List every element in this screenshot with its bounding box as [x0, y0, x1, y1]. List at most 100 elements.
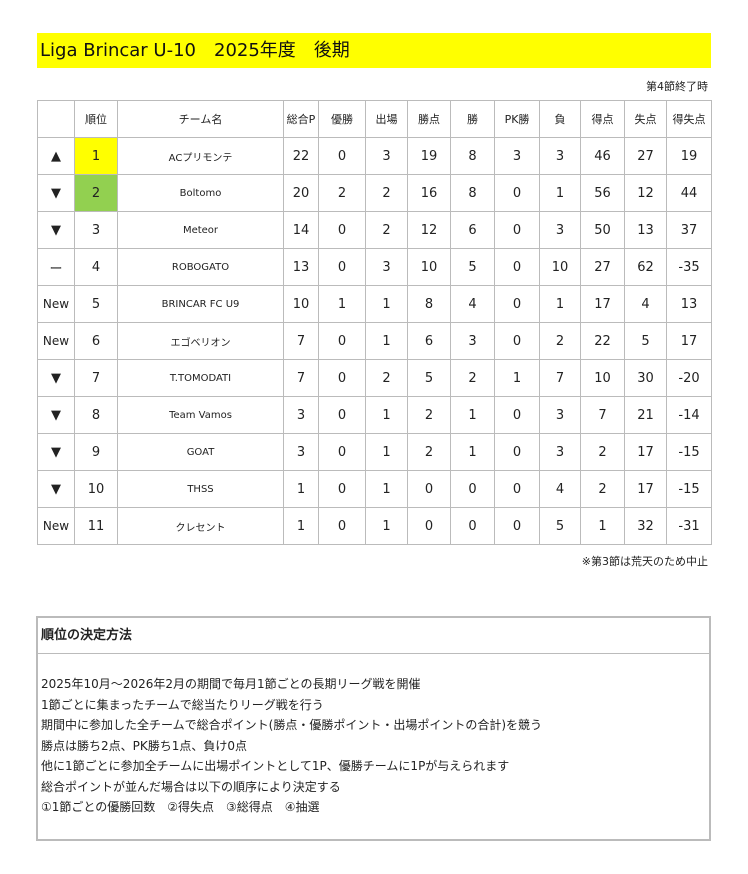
- cell-match-points: 12: [407, 211, 451, 249]
- cell-match-points: 0: [407, 507, 451, 545]
- cell-match-points: 5: [407, 359, 451, 397]
- cell-championships: 0: [318, 396, 366, 434]
- cell-match-points: 16: [407, 174, 451, 212]
- cell-losses: 1: [539, 174, 581, 212]
- trend-down-icon: ▼: [37, 359, 75, 397]
- cell-total-points: 1: [283, 507, 319, 545]
- cell-goals-for: 17: [580, 285, 625, 323]
- cell-appearances: 2: [365, 211, 408, 249]
- cell-team-name: ROBOGATO: [117, 248, 284, 286]
- cell-championships: 0: [318, 137, 366, 175]
- header-pk-wins: PK勝: [494, 100, 540, 138]
- cell-wins: 2: [450, 359, 495, 397]
- header-trend: [37, 100, 75, 138]
- header-championships: 優勝: [318, 100, 366, 138]
- cell-goals-against: 13: [624, 211, 667, 249]
- cell-rank: 4: [74, 248, 118, 286]
- cell-rank: 1: [74, 137, 118, 175]
- header-total-points: 総合P: [283, 100, 319, 138]
- cell-appearances: 1: [365, 285, 408, 323]
- table-row: New 6 エゴベリオン 7 0 1 6 3 0 2 22 5 17: [37, 322, 712, 360]
- cell-rank: 7: [74, 359, 118, 397]
- table-row: ▲ 1 ACプリモンテ 22 0 3 19 8 3 3 46 27 19: [37, 137, 712, 175]
- cell-team-name: Meteor: [117, 211, 284, 249]
- cell-goals-against: 4: [624, 285, 667, 323]
- cell-goal-difference: -31: [666, 507, 712, 545]
- header-row: 順位 チーム名 総合P 優勝 出場 勝点勝 PK勝負得点 失点 得失点: [37, 100, 712, 138]
- cell-appearances: 1: [365, 433, 408, 471]
- cell-wins: 0: [450, 470, 495, 508]
- header-goals-for: 得点: [580, 100, 625, 138]
- cell-pk-wins: 0: [494, 174, 540, 212]
- cell-championships: 0: [318, 322, 366, 360]
- rule-line: 1節ごとに集まったチームで総当たりリーグ戦を行う: [41, 697, 324, 712]
- cell-team-name: THSS: [117, 470, 284, 508]
- cell-goal-difference: 13: [666, 285, 712, 323]
- cell-goals-for: 1: [580, 507, 625, 545]
- table-row: ー 4 ROBOGATO 13 0 3 10 5 0 10 27 62 -35: [37, 248, 712, 286]
- cell-wins: 0: [450, 507, 495, 545]
- rules-box: 順位の決定方法 2025年10月～2026年2月の期間で毎月1節ごとの長期リーグ…: [36, 616, 711, 841]
- cell-match-points: 8: [407, 285, 451, 323]
- header-goal-difference: 得失点: [666, 100, 712, 138]
- cell-total-points: 10: [283, 285, 319, 323]
- trend-up-icon: ▲: [37, 137, 75, 175]
- cell-match-points: 6: [407, 322, 451, 360]
- footnote: ※第3節は荒天のため中止: [581, 555, 708, 568]
- cell-match-points: 10: [407, 248, 451, 286]
- cell-pk-wins: 0: [494, 322, 540, 360]
- cell-team-name: エゴベリオン: [117, 322, 284, 360]
- trend-new-label: New: [37, 322, 75, 360]
- cell-losses: 1: [539, 285, 581, 323]
- cell-wins: 4: [450, 285, 495, 323]
- cell-wins: 3: [450, 322, 495, 360]
- cell-appearances: 1: [365, 396, 408, 434]
- cell-team-name: GOAT: [117, 433, 284, 471]
- header-wins: 勝: [450, 100, 495, 138]
- cell-losses: 5: [539, 507, 581, 545]
- cell-goal-difference: 44: [666, 174, 712, 212]
- cell-rank: 2: [74, 174, 118, 212]
- cell-total-points: 1: [283, 470, 319, 508]
- cell-losses: 4: [539, 470, 581, 508]
- cell-goals-against: 17: [624, 470, 667, 508]
- cell-losses: 3: [539, 137, 581, 175]
- table-row: New 5 BRINCAR FC U9 10 1 1 8 4 0 1 17 4 13: [37, 285, 712, 323]
- cell-championships: 0: [318, 507, 366, 545]
- cell-rank: 8: [74, 396, 118, 434]
- cell-goal-difference: 19: [666, 137, 712, 175]
- cell-pk-wins: 0: [494, 396, 540, 434]
- as-of-label: 第4節終了時: [646, 80, 708, 93]
- trend-new-label: New: [37, 285, 75, 323]
- cell-goals-against: 5: [624, 322, 667, 360]
- cell-pk-wins: 0: [494, 211, 540, 249]
- cell-goal-difference: 17: [666, 322, 712, 360]
- cell-championships: 0: [318, 359, 366, 397]
- cell-match-points: 19: [407, 137, 451, 175]
- cell-goals-against: 30: [624, 359, 667, 397]
- cell-championships: 0: [318, 433, 366, 471]
- cell-total-points: 13: [283, 248, 319, 286]
- cell-losses: 7: [539, 359, 581, 397]
- cell-losses: 10: [539, 248, 581, 286]
- cell-total-points: 3: [283, 396, 319, 434]
- cell-pk-wins: 0: [494, 285, 540, 323]
- cell-appearances: 1: [365, 470, 408, 508]
- page-title: Liga Brincar U-10 2025年度 後期: [37, 33, 711, 68]
- rule-line: 勝点は勝ち2点、PK勝ち1点、負け0点: [41, 738, 248, 753]
- table-row: ▼ 7 T.TOMODATI 7 0 2 5 2 1 7 10 30 -20: [37, 359, 712, 397]
- table-row: ▼ 10 THSS 1 0 1 0 0 0 4 2 17 -15: [37, 470, 712, 508]
- cell-championships: 2: [318, 174, 366, 212]
- cell-losses: 3: [539, 396, 581, 434]
- cell-match-points: 0: [407, 470, 451, 508]
- cell-goal-difference: -15: [666, 470, 712, 508]
- rule-line: 2025年10月～2026年2月の期間で毎月1節ごとの長期リーグ戦を開催: [41, 677, 421, 691]
- cell-goal-difference: 37: [666, 211, 712, 249]
- cell-appearances: 1: [365, 507, 408, 545]
- cell-appearances: 3: [365, 137, 408, 175]
- table-row: New 11 クレセント 1 0 1 0 0 0 5 1 32 -31: [37, 507, 712, 545]
- rule-line: ①1節ごとの優勝回数 ②得失点 ③総得点 ④抽選: [41, 800, 320, 814]
- rule-line: 他に1節ごとに参加全チームに出場ポイントとして1P、優勝チームに1Pが与えられま…: [41, 759, 510, 773]
- cell-match-points: 2: [407, 396, 451, 434]
- cell-rank: 6: [74, 322, 118, 360]
